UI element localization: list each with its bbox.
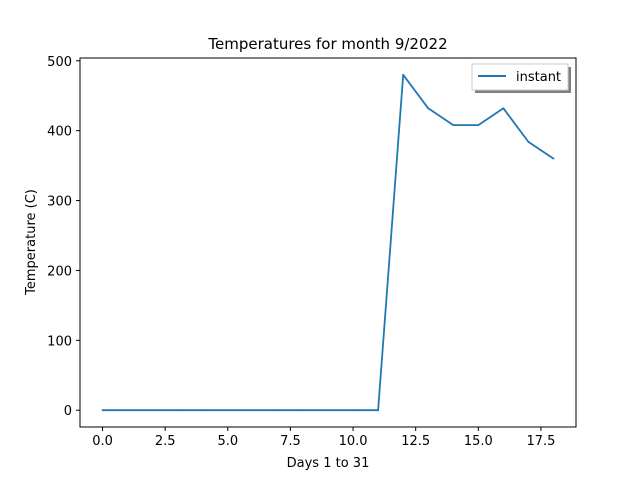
chart-title: Temperatures for month 9/2022 xyxy=(207,35,447,53)
x-tick-label: 10.0 xyxy=(339,434,368,449)
x-tick-label: 5.0 xyxy=(217,434,238,449)
data-point xyxy=(402,73,405,76)
y-tick-label: 0 xyxy=(64,404,72,419)
data-point xyxy=(502,107,505,110)
data-point xyxy=(552,157,555,160)
x-tick-label: 15.0 xyxy=(464,434,493,449)
data-point xyxy=(527,141,530,143)
y-tick-label: 500 xyxy=(47,55,72,70)
data-point xyxy=(302,409,304,412)
x-axis-ticks: 0.0 2.5 5.0 7.5 10.0 12.5 15.0 17.5 xyxy=(92,427,555,449)
legend: instant xyxy=(471,63,571,93)
plot-area xyxy=(101,73,555,412)
data-point xyxy=(352,409,354,412)
x-tick-label: 7.5 xyxy=(280,434,301,449)
y-axis-ticks: 0 100 200 300 400 500 xyxy=(47,55,80,419)
y-tick-label: 300 xyxy=(47,195,72,210)
data-point xyxy=(327,409,329,412)
y-axis-label: Temperature (C) xyxy=(24,189,39,296)
axes-frame xyxy=(79,57,577,428)
x-axis-label: Days 1 to 31 xyxy=(287,456,370,471)
legend-label-instant: instant xyxy=(516,70,561,85)
data-point xyxy=(151,409,154,412)
data-point xyxy=(452,124,455,126)
data-point xyxy=(377,409,379,412)
y-tick-label: 100 xyxy=(47,334,72,349)
data-point xyxy=(251,409,254,412)
data-point xyxy=(427,107,430,110)
data-point xyxy=(101,409,104,412)
x-tick-label: 17.5 xyxy=(526,434,555,449)
axes-border xyxy=(79,57,577,428)
data-point xyxy=(126,409,129,412)
data-point xyxy=(477,124,480,126)
data-point xyxy=(277,409,279,412)
data-point xyxy=(201,409,204,412)
x-tick-label: 0.0 xyxy=(92,434,113,449)
data-point xyxy=(226,409,229,412)
data-point xyxy=(176,409,179,412)
x-tick-label: 2.5 xyxy=(155,434,176,449)
y-tick-label: 200 xyxy=(47,264,72,279)
y-tick-label: 400 xyxy=(47,125,72,140)
x-tick-label: 12.5 xyxy=(401,434,430,449)
